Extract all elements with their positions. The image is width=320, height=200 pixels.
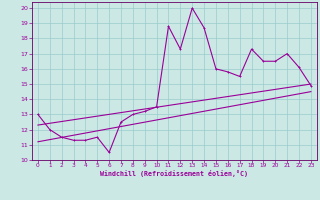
X-axis label: Windchill (Refroidissement éolien,°C): Windchill (Refroidissement éolien,°C) — [100, 170, 248, 177]
